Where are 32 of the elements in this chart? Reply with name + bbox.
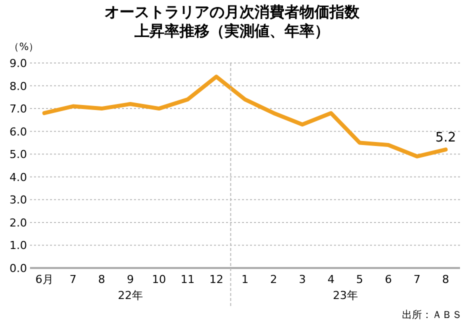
y-tick-label: 0.0	[10, 262, 27, 275]
x-tick-label: 7	[414, 273, 420, 286]
x-tick-label: 10	[152, 273, 166, 286]
x-tick-label: 6月	[35, 273, 54, 286]
x-tick-label: 12	[209, 273, 224, 286]
chart-subtitle: 上昇率推移（実測値、年率）	[134, 22, 330, 40]
x-tick-label: 1	[242, 273, 248, 286]
chart-title: オーストラリアの月次消費者物価指数	[104, 3, 360, 21]
y-axis-title: （%）	[9, 42, 39, 53]
y-tick-label: 4.0	[10, 170, 27, 184]
x-tick-label: 5	[356, 273, 364, 286]
x-tick-label: 4	[328, 273, 334, 286]
y-tick-label: 1.0	[10, 239, 27, 252]
text: 22年	[118, 289, 143, 302]
y-tick-label: 3.0	[10, 194, 27, 207]
x-tick-label: 8	[442, 273, 450, 286]
x-tick-label: 3	[298, 273, 306, 286]
y-tick-label: 5.0	[10, 148, 27, 162]
x-tick-label: 2	[270, 273, 278, 286]
x-tick-label: 8	[98, 273, 106, 286]
x-tick-label: 6	[384, 273, 392, 286]
y-tick-label: 2.0	[10, 216, 27, 230]
data-label: 5.2	[435, 130, 456, 146]
x-tick-label: 9	[126, 273, 134, 286]
y-tick-label: 7.0	[10, 102, 27, 116]
text: 23年	[332, 289, 358, 302]
text: 出所：ＡＢＳ	[402, 309, 462, 321]
y-tick-label: 8.0	[10, 80, 27, 93]
x-tick-label: 7	[70, 273, 76, 286]
y-tick-label: 6.0	[10, 125, 27, 138]
y-tick-label: 9.0	[10, 57, 27, 70]
x-tick-label: 11	[180, 273, 195, 286]
